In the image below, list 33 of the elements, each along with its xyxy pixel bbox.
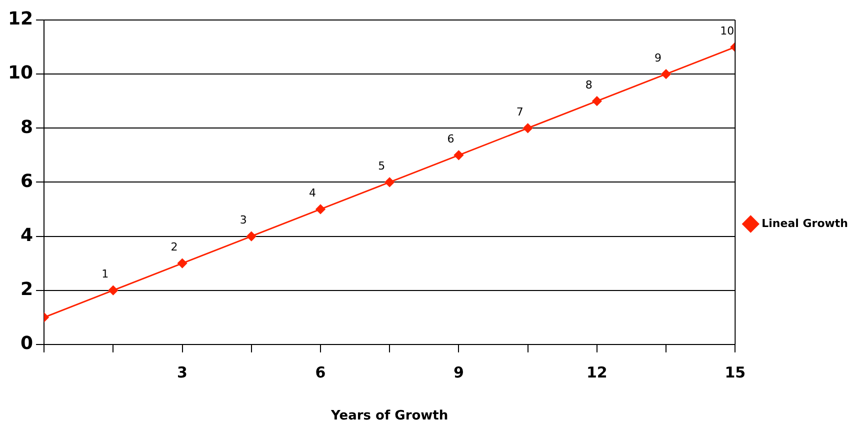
- annotation: 10: [720, 24, 734, 38]
- annotation: 3: [240, 214, 247, 227]
- point: [384, 177, 394, 187]
- point: [454, 150, 464, 160]
- point: [246, 232, 256, 242]
- point: [523, 123, 533, 133]
- x-tick-label: 6: [315, 363, 326, 382]
- point: [178, 258, 188, 268]
- x-tick-label: 12: [586, 363, 608, 382]
- y-tick-label: 2: [20, 279, 34, 300]
- x-tick-label: 9: [453, 363, 464, 382]
- annotation: 8: [585, 78, 592, 92]
- annotation: 9: [654, 51, 662, 64]
- annotation: 7: [516, 105, 524, 118]
- x-axis-title: Years of Growth: [330, 408, 448, 424]
- y-tick-label: 12: [8, 8, 34, 30]
- y-tick-label: 0: [20, 333, 34, 354]
- point: [108, 286, 118, 296]
- annotation: 4: [308, 186, 316, 200]
- x-tick-label: 15: [724, 363, 746, 382]
- y-tick-label: 8: [20, 116, 34, 138]
- annotation: 5: [378, 160, 386, 173]
- point: [592, 96, 602, 106]
- y-tick-label: 4: [20, 224, 34, 246]
- annotation: 2: [170, 240, 178, 254]
- annotation: 1: [102, 268, 109, 281]
- point: [661, 69, 671, 79]
- x-tick-label: 3: [177, 363, 188, 382]
- y-tick-label: 10: [8, 62, 34, 84]
- annotation: 6: [447, 132, 454, 146]
- legend-label: Lineal Growth: [762, 216, 848, 230]
- point: [316, 204, 326, 214]
- y-tick-label: 6: [20, 170, 34, 192]
